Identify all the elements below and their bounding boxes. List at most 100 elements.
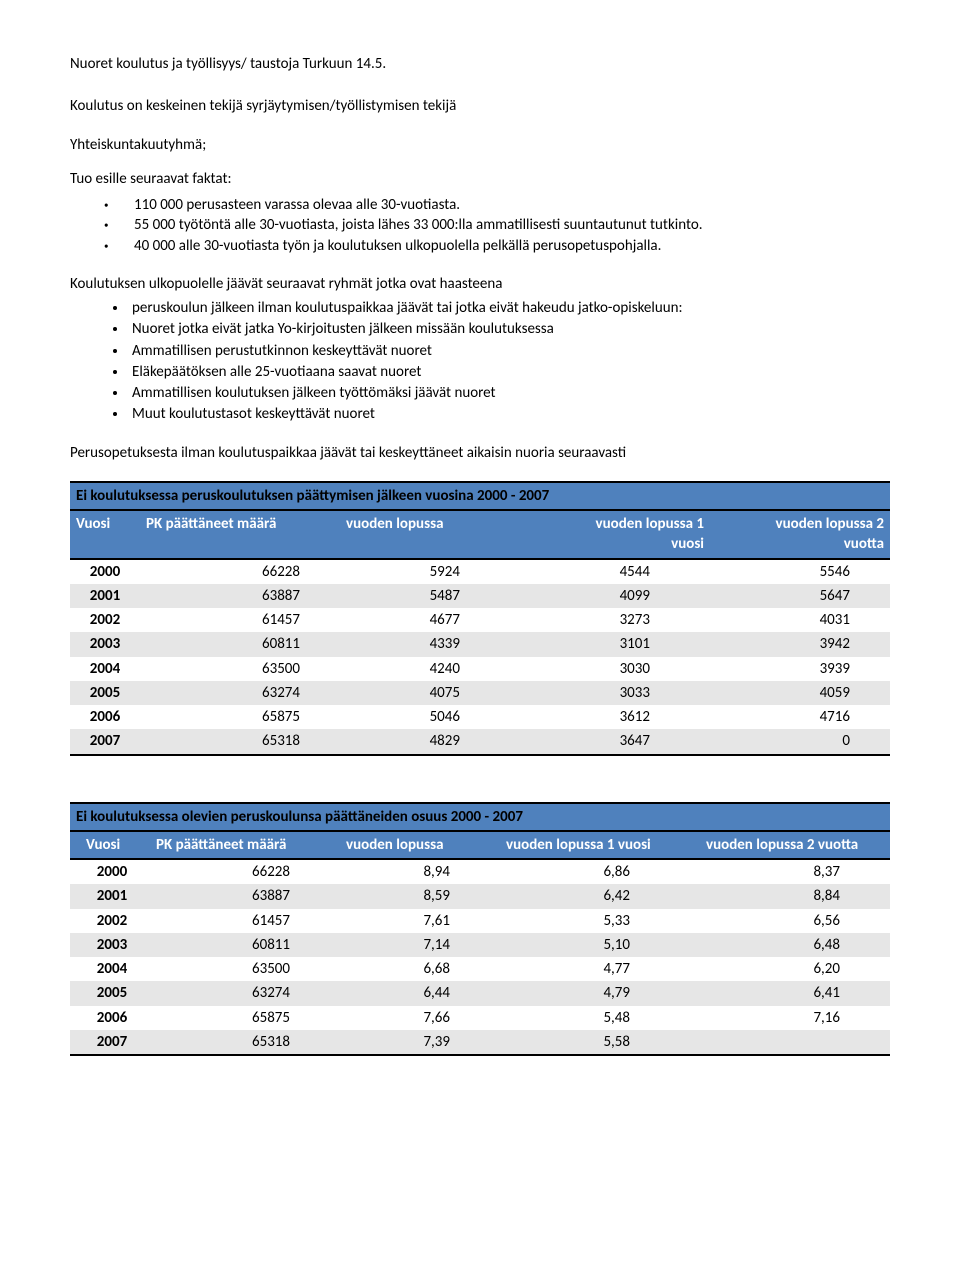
- groups-list: peruskoulun jälkeen ilman koulutuspaikka…: [128, 298, 890, 425]
- col-header-b: vuoden lopussa: [340, 510, 520, 559]
- col-header-b: vuoden lopussa: [340, 831, 500, 859]
- col-header-a: PK päättäneet määrä: [140, 510, 340, 559]
- table-row: 200765318482936470: [70, 729, 890, 754]
- table-cell: 4099: [520, 584, 710, 608]
- table-cell: 8,37: [700, 859, 890, 884]
- col-header-d-line2: vuotta: [844, 535, 884, 553]
- page-title: Nuoret koulutus ja työllisyys/ taustoja …: [70, 54, 890, 74]
- table-cell: 4,77: [500, 957, 700, 981]
- table-cell: 63274: [140, 681, 340, 705]
- table-cell: 5487: [340, 584, 520, 608]
- table-cell: 5,10: [500, 933, 700, 957]
- paragraph-intro-2: Yhteiskuntakuutyhmä;: [70, 135, 890, 155]
- col-header-year: Vuosi: [70, 831, 150, 859]
- list-item: Muut koulutustasot keskeyttävät nuoret: [128, 404, 890, 424]
- table-cell: 5046: [340, 705, 520, 729]
- table-row: 200463500424030303939: [70, 657, 890, 681]
- table-row: 2001638878,596,428,84: [70, 884, 890, 908]
- table-cell: 2005: [70, 981, 150, 1005]
- table-cell: 60811: [140, 632, 340, 656]
- table-cell: 0: [710, 729, 890, 754]
- table-row: 2003608117,145,106,48: [70, 933, 890, 957]
- col-header-a: PK päättäneet määrä: [150, 831, 340, 859]
- table-cell: 3647: [520, 729, 710, 754]
- table-cell: 8,59: [340, 884, 500, 908]
- paragraph-table-intro: Perusopetuksesta ilman koulutuspaikkaa j…: [70, 443, 890, 463]
- table-row: 2006658757,665,487,16: [70, 1006, 890, 1030]
- table-cell: 7,61: [340, 909, 500, 933]
- paragraph-intro-3: Tuo esille seuraavat faktat:: [70, 169, 890, 189]
- table-cell: 4829: [340, 729, 520, 754]
- table-cell: 6,56: [700, 909, 890, 933]
- table-cell: 3273: [520, 608, 710, 632]
- table-cell: 61457: [150, 909, 340, 933]
- table-cell: 6,48: [700, 933, 890, 957]
- table-cell: 5924: [340, 559, 520, 584]
- table-cell: 5,48: [500, 1006, 700, 1030]
- table-cell: 65318: [150, 1030, 340, 1055]
- table-cell: 7,16: [700, 1006, 890, 1030]
- table-row: 2005632746,444,796,41: [70, 981, 890, 1005]
- table-cell: 2007: [70, 1030, 150, 1055]
- table-row: 200665875504636124716: [70, 705, 890, 729]
- col-header-year: Vuosi: [70, 510, 140, 559]
- list-item: Ammatillisen perustutkinnon keskeyttävät…: [128, 341, 890, 361]
- paragraph-intro-1: Koulutus on keskeinen tekijä syrjäytymis…: [70, 96, 890, 116]
- table-cell: 4339: [340, 632, 520, 656]
- table-row: 2004635006,684,776,20: [70, 957, 890, 981]
- table-cell: 3939: [710, 657, 890, 681]
- table-cell: 63274: [150, 981, 340, 1005]
- table-cell: 6,86: [500, 859, 700, 884]
- table-cell: 2006: [70, 1006, 150, 1030]
- col-header-d-line1: vuoden lopussa 2: [776, 515, 884, 533]
- table-cell: 2002: [70, 608, 140, 632]
- table-cell: 4716: [710, 705, 890, 729]
- table-row: 200261457467732734031: [70, 608, 890, 632]
- table-cell: 2001: [70, 584, 140, 608]
- table-cell: 3612: [520, 705, 710, 729]
- table-cell: 2006: [70, 705, 140, 729]
- table-cell: [700, 1030, 890, 1055]
- list-item: Eläkepäätöksen alle 25-vuotiaana saavat …: [128, 362, 890, 382]
- table-row: 2002614577,615,336,56: [70, 909, 890, 933]
- paragraph-groups-heading: Koulutuksen ulkopuolelle jäävät seuraava…: [70, 274, 890, 294]
- table-cell: 3942: [710, 632, 890, 656]
- table-cell: 60811: [150, 933, 340, 957]
- table-cell: 66228: [140, 559, 340, 584]
- table-row: 200163887548740995647: [70, 584, 890, 608]
- table-cell: 61457: [140, 608, 340, 632]
- table-cell: 2000: [70, 859, 150, 884]
- col-header-c-line2: vuosi: [671, 535, 704, 553]
- table-row: 2007653187,395,58: [70, 1030, 890, 1055]
- table-cell: 4075: [340, 681, 520, 705]
- table-cell: 8,84: [700, 884, 890, 908]
- table-percentages: Ei koulutuksessa olevien peruskoulunsa p…: [70, 802, 890, 1057]
- facts-list: 110 000 perusasteen varassa olevaa alle …: [104, 195, 890, 256]
- list-item: 55 000 työtöntä alle 30-vuotiasta, joist…: [104, 215, 890, 235]
- table-cell: 2005: [70, 681, 140, 705]
- table-cell: 63500: [150, 957, 340, 981]
- list-item: peruskoulun jälkeen ilman koulutuspaikka…: [128, 298, 890, 318]
- table-cell: 4,79: [500, 981, 700, 1005]
- table-cell: 63887: [150, 884, 340, 908]
- list-item: Ammatillisen koulutuksen jälkeen työttöm…: [128, 383, 890, 403]
- table-row: 2000662288,946,868,37: [70, 859, 890, 884]
- table-row: 200360811433931013942: [70, 632, 890, 656]
- table-cell: 6,42: [500, 884, 700, 908]
- table-cell: 2002: [70, 909, 150, 933]
- table-cell: 4240: [340, 657, 520, 681]
- table-cell: 2003: [70, 632, 140, 656]
- table-title: Ei koulutuksessa olevien peruskoulunsa p…: [70, 803, 890, 831]
- table-cell: 66228: [150, 859, 340, 884]
- table-cell: 2000: [70, 559, 140, 584]
- col-header-c-line1: vuoden lopussa 1: [596, 515, 704, 533]
- table-cell: 65875: [140, 705, 340, 729]
- table-cell: 5546: [710, 559, 890, 584]
- col-header-d: vuoden lopussa 2 vuotta: [700, 831, 890, 859]
- table-cell: 63887: [140, 584, 340, 608]
- table-cell: 4544: [520, 559, 710, 584]
- table-cell: 2003: [70, 933, 150, 957]
- table-cell: 6,44: [340, 981, 500, 1005]
- table-cell: 7,14: [340, 933, 500, 957]
- table-cell: 6,68: [340, 957, 500, 981]
